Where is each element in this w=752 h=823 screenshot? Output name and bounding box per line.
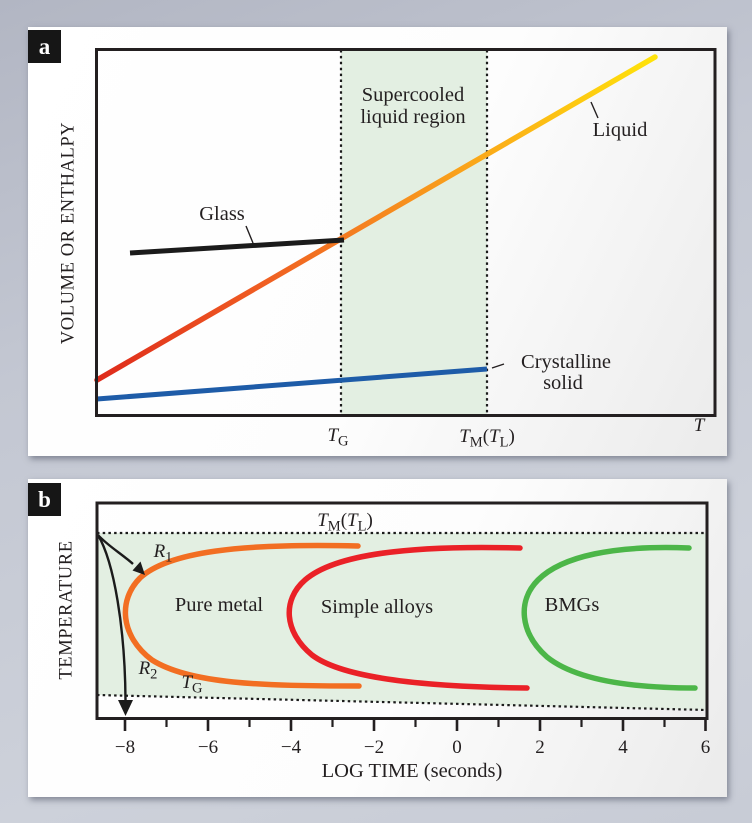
- simple-alloys-label: Simple alloys: [321, 596, 433, 618]
- r1-label: R1: [153, 541, 173, 566]
- x-tick-label: −2: [364, 737, 384, 758]
- x-major-ticks: [123, 718, 707, 731]
- region-label-line1: Supercooled: [362, 84, 464, 106]
- tg-dotted-line-b: [96, 693, 708, 712]
- bmgs-label: BMGs: [545, 594, 600, 616]
- panel-a-plot: VOLUME OR ENTHALPY Supercooled liquid re…: [58, 48, 717, 451]
- x-tick-label: 0: [452, 737, 462, 758]
- crystalline-label-line1: Crystalline: [521, 351, 611, 373]
- tm-label: TM(TL): [317, 510, 373, 535]
- supercooled-region: [341, 50, 487, 415]
- pure-metal-label: Pure metal: [175, 594, 264, 616]
- tg-label: TG: [181, 672, 203, 697]
- panel-a-tag: a: [28, 30, 61, 63]
- x-minor-ticks: [165, 718, 666, 727]
- r1-arrowhead: [132, 561, 145, 575]
- x-tick-label: 6: [701, 737, 711, 758]
- x-tick-label: −4: [281, 737, 302, 758]
- simple-alloys-curve: [286, 544, 530, 691]
- region-label-line2: liquid region: [360, 106, 465, 128]
- panel-b-tag: b: [28, 483, 61, 516]
- panel-a-card: a VOLUME OR ENTHALPY Supercooled liq: [28, 27, 727, 456]
- x-tick-label: −8: [115, 737, 135, 758]
- liquid-line: [94, 54, 658, 383]
- panel-b-card: b: [28, 479, 727, 797]
- r2-arrow: [96, 534, 127, 701]
- temperature-axis-label: TEMPERATURE: [56, 540, 76, 679]
- x-tick-label: 4: [618, 737, 628, 758]
- plot-border-b: [95, 501, 709, 720]
- crystalline-solid-line: [96, 366, 488, 402]
- glass-forming-region: [97, 533, 707, 710]
- x-tick-label: 2: [535, 737, 545, 758]
- x-tick-label: −6: [198, 737, 218, 758]
- volume-enthalpy-axis-label: VOLUME OR ENTHALPY: [58, 122, 78, 345]
- crystalline-label-line2: solid: [543, 372, 583, 394]
- liquid-label: Liquid: [593, 119, 648, 141]
- bmgs-curve: [521, 544, 698, 691]
- r2-arrowhead: [118, 700, 133, 716]
- crystalline-leader-line: [491, 363, 505, 369]
- glass-line: [129, 237, 345, 256]
- liquid-leader-line: [590, 101, 599, 119]
- x-axis-label-tg: TG: [327, 425, 349, 450]
- log-time-axis-label: LOG TIME (seconds): [322, 760, 503, 782]
- pure-metal-curve: [122, 542, 362, 689]
- r2-label: R2: [138, 658, 158, 683]
- glass-leader-line: [245, 225, 254, 244]
- plot-border-a: [95, 48, 717, 417]
- glass-label: Glass: [199, 203, 245, 225]
- panel-b-plot: −8 −6 −4 −2 0 2 4 6 LOG TIME (seconds) T…: [56, 501, 711, 782]
- x-axis-label-t: T: [694, 415, 706, 436]
- x-axis-label-tm: TM(TL): [459, 426, 515, 451]
